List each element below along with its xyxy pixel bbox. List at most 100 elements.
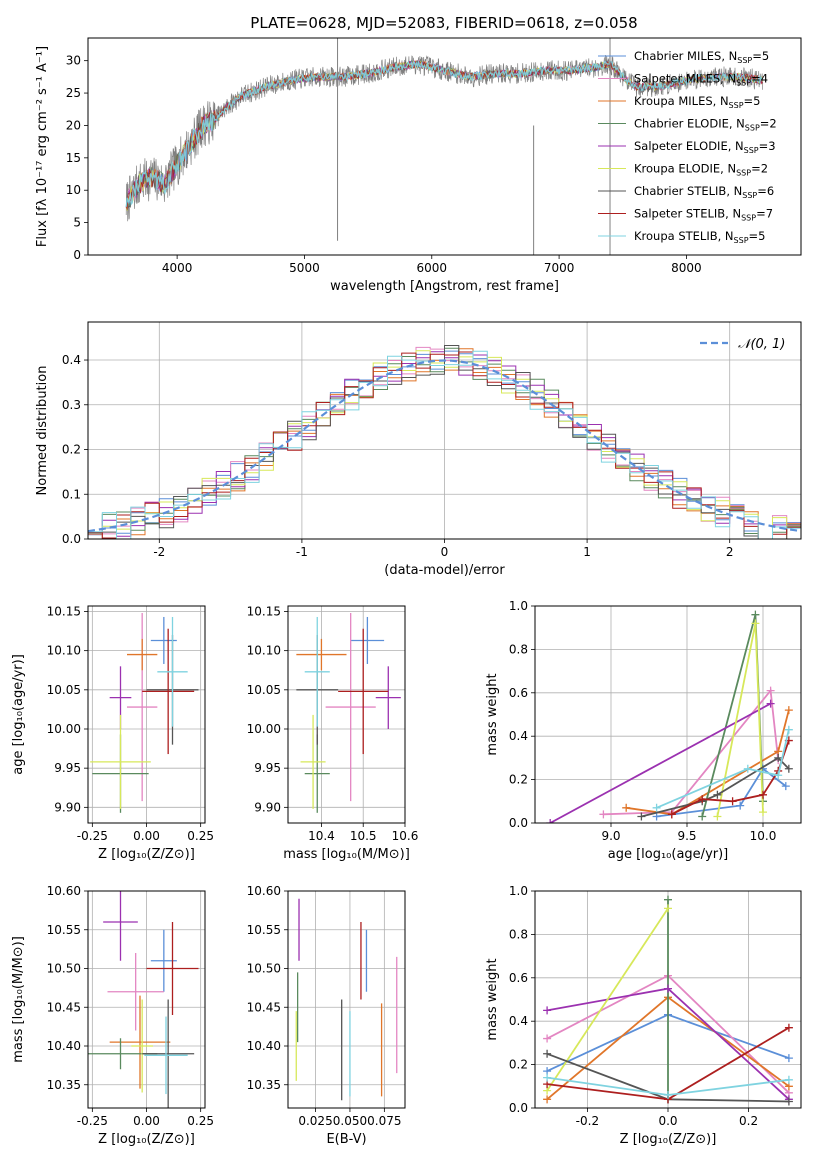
x-axis-label: age [log₁₀(age/yr)] — [608, 847, 729, 862]
legend-label: Kroupa ELODIE, NSSP=2 — [634, 162, 768, 178]
weight-marker — [743, 764, 752, 773]
axes-frame — [534, 890, 802, 1109]
x-tick-label: 0.0 — [658, 1114, 677, 1128]
panels: 4000 5000 6000 7000 8000051015202530waveleng… — [11, 37, 802, 1147]
y-tick-label: 0.0 — [509, 816, 528, 830]
axes-frame — [87, 890, 206, 1109]
y-tick-label: 25 — [66, 86, 81, 100]
weight-marker — [784, 725, 793, 734]
y-axis-label: Flux [fλ 10⁻¹⁷ erg cm⁻² s⁻¹ A⁻¹] — [35, 46, 50, 247]
grid — [288, 890, 405, 1108]
x-tick-label: 5000 — [289, 261, 320, 275]
y-tick-label: 10.00 — [47, 722, 81, 736]
x-tick-label: 0.00 — [133, 1114, 160, 1128]
model-line-kroupa-stelib — [125, 60, 763, 207]
plot-area — [90, 613, 199, 813]
errorbar-chabrier-miles — [350, 616, 385, 664]
errorbar-salpeter-elodie — [375, 666, 401, 729]
figure-title: PLATE=0628, MJD=52083, FIBERID=0618, z=0… — [250, 14, 637, 32]
errorbar-salpeter-miles — [325, 613, 376, 802]
weight-marker — [664, 895, 672, 904]
y-tick-label: 0.6 — [509, 686, 528, 700]
y-tick-label: 1.0 — [509, 599, 528, 613]
weight-marker — [774, 771, 783, 780]
errorbar-chabrier-elodie — [304, 734, 330, 813]
x-tick-label: 0.075 — [367, 1114, 401, 1128]
weight-marker — [664, 904, 672, 913]
axes-frame — [87, 321, 802, 540]
weight-marker — [713, 790, 722, 799]
weight-marker — [543, 1034, 552, 1043]
y-tick-label: 10.05 — [47, 683, 81, 697]
grid — [535, 605, 801, 824]
legend-label: Chabrier ELODIE, NSSP=2 — [634, 117, 777, 133]
panel-mass-vs-Z: -0.25 0.00 0.25 10.35 10.40 10.45 10.50 10.55 10… — [11, 884, 214, 1147]
weight-marker — [759, 808, 767, 817]
x-tick-label: 6000 — [416, 261, 447, 275]
errorbar-kroupa-stelib — [157, 616, 188, 727]
x-tick-label: 10.4 — [308, 829, 335, 843]
y-tick-label: 10.00 — [247, 722, 281, 736]
panel-mass-weight-vs-age: 9.0 9.5 10.0 0.0 0.2 0.4 0.6 0.8 1.0 age [log₁₀(a… — [485, 599, 802, 862]
axes-frame — [534, 605, 802, 824]
axes-frame — [287, 890, 406, 1109]
x-tick-label: -0.25 — [77, 1114, 108, 1128]
plot-area — [88, 345, 801, 539]
x-tick-label: -0.25 — [77, 829, 108, 843]
y-tick-label: 10.55 — [47, 923, 81, 937]
axes-frame — [287, 605, 406, 824]
y-tick-label: 0.0 — [509, 1101, 528, 1115]
y-axis-label: age [log₁₀(age/yr)] — [11, 654, 26, 775]
weight-marker — [774, 753, 783, 762]
weight-marker — [736, 801, 745, 810]
weight-marker — [698, 812, 707, 821]
y-tick-label: 10.15 — [47, 604, 81, 618]
panel-age-vs-Z: -0.25 0.00 0.25 9.90 9.95 10.00 10.05 10.10 10.1… — [11, 604, 214, 862]
legend: Chabrier MILES, NSSP=5 Salpeter MILES, NS… — [598, 49, 777, 245]
weight-marker — [667, 810, 676, 819]
weight-marker — [543, 1006, 552, 1015]
weight-line-salpeter-miles — [603, 688, 780, 816]
errorbar-salpeter-stelib — [146, 922, 199, 1015]
errorbar-salpeter-elodie — [103, 891, 138, 961]
errorbar-kroupa-elodie — [300, 714, 326, 809]
legend-label: 𝒩(0, 1) — [738, 337, 785, 352]
y-tick-label: 10.40 — [47, 1039, 81, 1053]
y-tick-label: 9.90 — [54, 800, 81, 814]
x-tick-label: 0.2 — [739, 1114, 758, 1128]
errorbar-kroupa-miles — [296, 638, 347, 671]
errorbar-salpeter-stelib — [142, 628, 195, 755]
panel-residuals: -2 -1 0 1 2 0.0 0.1 0.2 0.3 0.4 (data-model)/error… — [35, 321, 802, 578]
plot-area — [295, 898, 398, 1101]
y-tick-label: 10.45 — [47, 1000, 81, 1014]
panel-mass-weight-vs-Z: -0.2 0.0 0.2 0.0 0.2 0.4 0.6 0.8 1.0 Z [log₁₀(Z/Z… — [485, 884, 802, 1147]
y-tick-label: 1.0 — [509, 884, 528, 898]
plot-area — [546, 610, 793, 823]
weight-marker — [543, 1095, 552, 1104]
y-tick-label: 0 — [73, 248, 81, 262]
weight-marker — [784, 764, 793, 773]
weight-marker — [652, 803, 661, 812]
y-tick-label: 20 — [66, 118, 81, 132]
errorbar-kroupa-elodie — [90, 714, 151, 809]
x-tick-label: -1 — [296, 545, 308, 559]
x-tick-label: 0 — [441, 545, 449, 559]
x-axis-label: Z [log₁₀(Z/Z⊙)] — [620, 1132, 717, 1147]
y-tick-label: 10.15 — [247, 604, 281, 618]
x-tick-label: 9.0 — [601, 829, 620, 843]
y-tick-label: 0.4 — [62, 353, 81, 367]
x-tick-label: 0.25 — [187, 829, 214, 843]
y-tick-label: 10.40 — [247, 1039, 281, 1053]
y-tick-label: 9.95 — [254, 761, 281, 775]
grid — [88, 606, 205, 823]
x-tick-label: 8000 — [671, 261, 702, 275]
panel-mass-vs-EBV: 0.025 0.050 0.075 10.35 10.40 10.45 10.50 10.55… — [247, 884, 406, 1147]
legend-label: Chabrier MILES, NSSP=5 — [634, 49, 769, 65]
weight-marker — [784, 1097, 793, 1106]
panel-spectrum: 4000 5000 6000 7000 8000 0 5 10 15 20 25 30 waveleng… — [35, 37, 802, 294]
legend-label: Salpeter MILES, NSSP=4 — [634, 72, 768, 88]
x-tick-label: 0.025 — [298, 1114, 332, 1128]
axes-frame — [87, 37, 802, 256]
x-tick-label: 4000 — [162, 261, 193, 275]
